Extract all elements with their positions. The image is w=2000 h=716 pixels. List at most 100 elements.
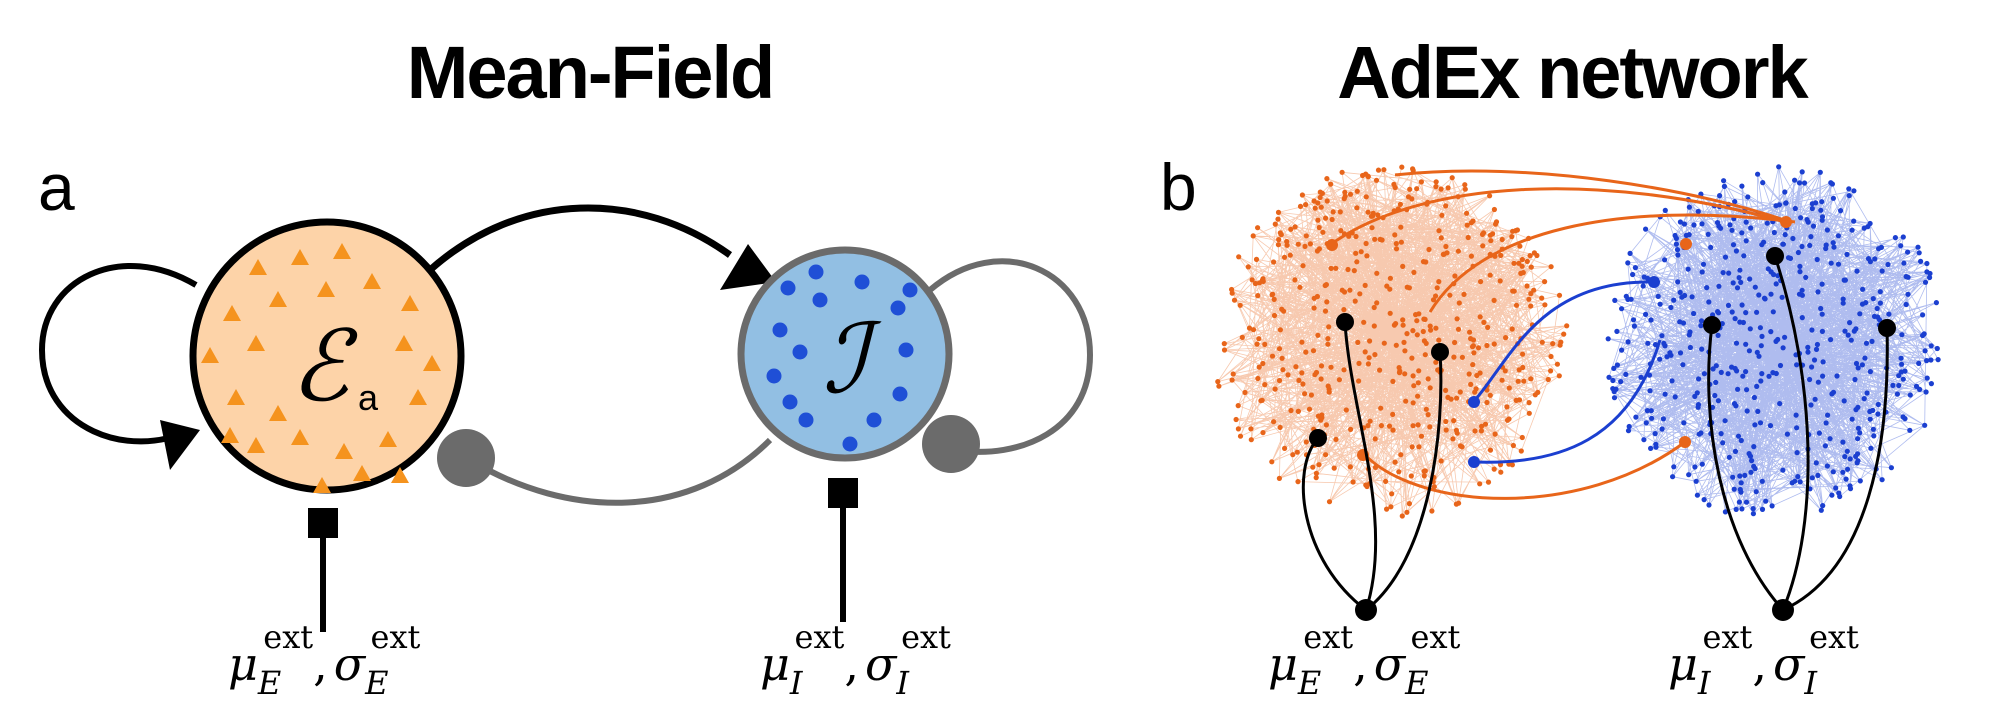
network-neuron [1859, 362, 1865, 368]
network-neuron [1876, 317, 1883, 323]
network-neuron [1531, 287, 1537, 293]
network-neuron [1353, 233, 1359, 240]
network-neuron [1719, 321, 1725, 327]
network-neuron [1643, 420, 1649, 426]
network-neuron [1843, 476, 1849, 482]
network-neuron [1823, 420, 1829, 426]
network-neuron [1815, 289, 1821, 295]
network-neuron [1423, 406, 1429, 412]
network-neuron [1427, 424, 1433, 430]
network-neuron [1284, 238, 1290, 245]
network-neuron [1329, 216, 1335, 223]
network-neuron [1862, 355, 1868, 361]
network-neuron [1638, 374, 1644, 380]
network-neuron [1353, 250, 1359, 256]
external-drive-connection [1365, 351, 1443, 612]
network-neuron [1230, 371, 1236, 377]
network-neuron [1372, 436, 1378, 442]
network-neuron [1322, 308, 1329, 314]
network-neuron [1610, 377, 1616, 384]
network-neuron [1221, 341, 1227, 347]
network-neuron [1248, 426, 1254, 432]
network-neuron [1847, 456, 1853, 462]
network-neuron [1249, 277, 1255, 283]
network-neuron [1363, 482, 1369, 488]
network-neuron [1300, 263, 1306, 269]
network-neuron [1845, 332, 1851, 338]
network-neuron [1835, 233, 1841, 239]
network-neuron [1499, 236, 1505, 243]
network-neuron [1694, 492, 1700, 498]
network-neuron [1517, 243, 1523, 249]
network-neuron [1699, 221, 1705, 227]
network-neuron [1561, 331, 1567, 337]
network-neuron [1715, 398, 1721, 404]
network-neuron [1455, 248, 1461, 254]
network-neuron [1768, 329, 1774, 335]
network-neuron [1326, 499, 1333, 505]
network-neuron [1519, 263, 1525, 269]
excitatory-population-symbol: ℰ [290, 310, 358, 424]
network-neuron [1233, 416, 1239, 423]
inhibitory-neuron-marker [866, 412, 882, 428]
network-neuron [1393, 241, 1399, 247]
network-neuron [1302, 243, 1308, 249]
network-neuron [1470, 362, 1476, 368]
network-neuron [1853, 360, 1860, 367]
inhibitory-neuron-marker [792, 344, 808, 360]
network-neuron [1436, 337, 1442, 343]
network-neuron [1526, 410, 1532, 416]
network-neuron [1269, 353, 1276, 359]
network-neuron [1433, 293, 1439, 299]
network-neuron [1687, 329, 1693, 335]
network-neuron [1779, 294, 1785, 300]
network-neuron [1809, 205, 1815, 212]
network-neuron [1752, 422, 1758, 428]
network-neuron [1917, 386, 1923, 392]
network-neuron [1253, 256, 1260, 262]
network-neuron [1497, 278, 1503, 284]
network-neuron [1737, 486, 1743, 493]
network-neuron [1279, 355, 1285, 361]
panel-label-b: b [1160, 150, 1197, 224]
network-neuron [1805, 349, 1811, 355]
excitatory-neuron-marker [353, 465, 371, 481]
network-neuron [1920, 312, 1926, 318]
network-neuron [1454, 430, 1460, 436]
network-neuron [1528, 303, 1534, 309]
external-drive-connection [1707, 324, 1785, 612]
network-neuron [1671, 297, 1677, 303]
network-neuron [1270, 291, 1276, 297]
network-neuron [1716, 283, 1722, 289]
svg-text:μIext,σIext: μIext, σIext [1668, 618, 1859, 702]
excitatory-projection-endpoint [1680, 238, 1692, 250]
network-neuron [1554, 361, 1560, 367]
network-neuron [1818, 507, 1824, 513]
network-neuron [1250, 327, 1257, 333]
network-neuron [1491, 297, 1497, 303]
network-neuron [1903, 301, 1909, 308]
inhibitory-neuron-marker [808, 264, 824, 280]
network-neuron [1686, 204, 1692, 210]
network-neuron [1922, 348, 1928, 354]
network-neuron [1317, 189, 1323, 195]
network-neuron [1330, 209, 1336, 215]
network-neuron [1461, 291, 1467, 297]
network-neuron [1755, 171, 1761, 177]
network-neuron [1749, 458, 1755, 464]
excitatory-neuron-marker [221, 427, 239, 443]
network-neuron [1478, 279, 1484, 285]
network-neuron [1738, 279, 1744, 285]
network-neuron [1411, 383, 1417, 389]
network-neuron [1534, 252, 1540, 259]
network-neuron [1738, 480, 1744, 486]
network-neuron [1511, 260, 1517, 266]
inhibitory-neuron-marker [902, 282, 918, 298]
network-neuron [1450, 436, 1456, 442]
network-neuron [1384, 283, 1390, 289]
network-neuron [1743, 499, 1750, 505]
network-neuron [1757, 325, 1763, 331]
excitatory-neuron-marker [291, 249, 309, 265]
excitatory-to-inhibitory-connection [427, 204, 733, 273]
network-neuron [1653, 444, 1659, 450]
